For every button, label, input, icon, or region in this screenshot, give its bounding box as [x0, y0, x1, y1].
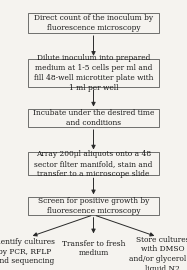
Text: Identify cultures
by PCR, RFLP
and sequencing: Identify cultures by PCR, RFLP and seque… [0, 238, 55, 265]
FancyBboxPatch shape [28, 197, 159, 215]
Text: Transfer to fresh
medium: Transfer to fresh medium [62, 239, 125, 257]
FancyBboxPatch shape [28, 152, 159, 176]
Text: Array 200μl aliquots onto a 48
sector filter manifold, stain and
transfer to a m: Array 200μl aliquots onto a 48 sector fi… [34, 150, 153, 178]
Text: Direct count of the inoculum by
fluorescence microscopy: Direct count of the inoculum by fluoresc… [34, 14, 153, 32]
Text: Dilute inoculum into prepared
medium at 1-5 cells per ml and
fill 48-well microt: Dilute inoculum into prepared medium at … [34, 54, 153, 92]
FancyBboxPatch shape [28, 59, 159, 87]
FancyBboxPatch shape [28, 13, 159, 33]
Text: Screen for positive growth by
fluorescence microscopy: Screen for positive growth by fluorescen… [38, 197, 149, 215]
Text: Incubate under the desired time
and conditions: Incubate under the desired time and cond… [33, 109, 154, 127]
Text: Store cultures
with DMSO
and/or glycerol in
liquid N2: Store cultures with DMSO and/or glycerol… [129, 236, 187, 270]
FancyBboxPatch shape [28, 110, 159, 127]
